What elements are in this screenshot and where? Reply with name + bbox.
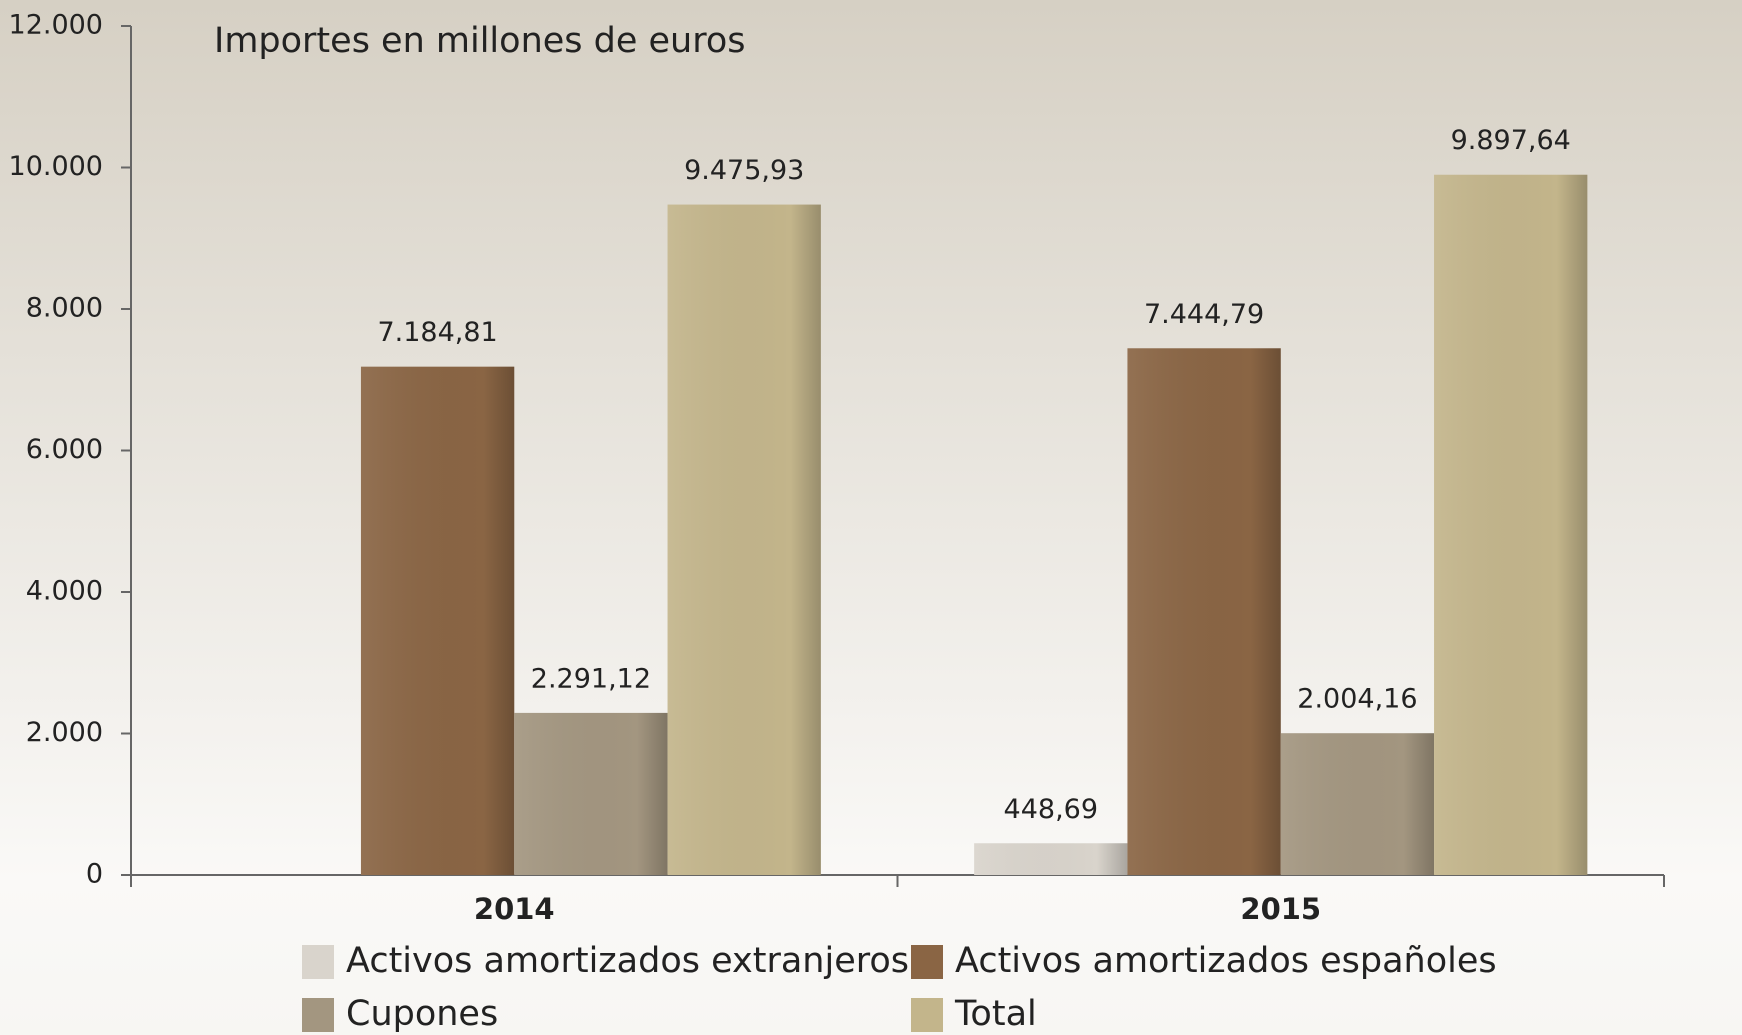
bar-shade xyxy=(514,712,668,875)
subtitle: Importes en millones de euros xyxy=(214,21,746,61)
legend-label: Activos amortizados extranjeros xyxy=(346,941,909,981)
legend-swatch xyxy=(302,998,334,1032)
legend-swatch xyxy=(911,998,943,1032)
value-label: 9.475,93 xyxy=(684,155,804,186)
x-tick-label: 2015 xyxy=(1240,892,1321,926)
bar-shade xyxy=(1127,348,1281,875)
bar-shade xyxy=(1280,733,1435,875)
value-label: 7.184,81 xyxy=(377,317,497,348)
bar-shade xyxy=(667,204,821,876)
value-label: 2.291,12 xyxy=(531,663,651,694)
legend-swatch xyxy=(911,945,943,979)
value-label: 9.897,64 xyxy=(1451,125,1571,156)
y-tick-label: 2.000 xyxy=(26,717,103,748)
legend-label: Total xyxy=(954,994,1037,1034)
bar-shade xyxy=(360,366,515,875)
y-tick-label: 6.000 xyxy=(26,434,103,465)
value-label: 7.444,79 xyxy=(1144,299,1264,330)
bar-shade xyxy=(974,843,1128,875)
legend-swatch xyxy=(302,945,334,979)
y-tick-label: 10.000 xyxy=(9,151,103,182)
bar-shade xyxy=(1434,174,1588,876)
legend-label: Cupones xyxy=(346,994,498,1034)
x-tick-label: 2014 xyxy=(474,892,555,926)
value-label: 448,69 xyxy=(1004,794,1098,825)
legend-label: Activos amortizados españoles xyxy=(955,941,1497,981)
value-label: 2.004,16 xyxy=(1297,684,1417,715)
y-tick-label: 12.000 xyxy=(9,10,103,41)
y-tick-label: 0 xyxy=(86,859,103,890)
y-tick-label: 8.000 xyxy=(26,293,103,324)
y-tick-label: 4.000 xyxy=(26,576,103,607)
